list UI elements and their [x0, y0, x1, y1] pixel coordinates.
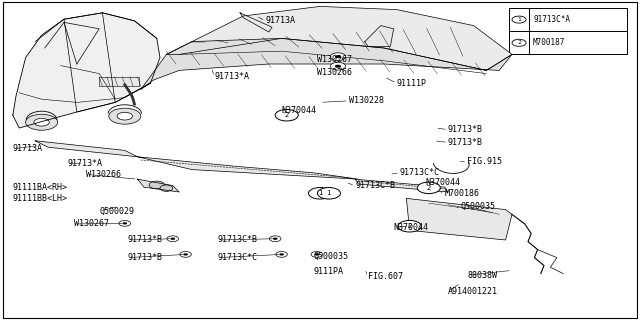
Circle shape — [122, 222, 127, 225]
Circle shape — [160, 185, 173, 191]
Text: 1: 1 — [517, 17, 521, 22]
Text: 91713A: 91713A — [13, 144, 43, 153]
Circle shape — [34, 118, 49, 126]
Polygon shape — [13, 13, 160, 128]
Circle shape — [330, 53, 346, 60]
Circle shape — [398, 220, 421, 232]
Text: W130228: W130228 — [349, 96, 384, 105]
Polygon shape — [35, 141, 138, 157]
Circle shape — [330, 62, 346, 70]
Circle shape — [311, 252, 323, 257]
Polygon shape — [138, 179, 179, 192]
Text: Q500035: Q500035 — [314, 252, 349, 260]
Bar — [99, 77, 139, 86]
Text: 91713*B: 91713*B — [128, 253, 163, 262]
Circle shape — [269, 236, 281, 242]
Text: 91713A: 91713A — [266, 16, 296, 25]
Circle shape — [279, 253, 284, 256]
Circle shape — [276, 252, 287, 257]
Text: 91713C*B: 91713C*B — [355, 181, 396, 190]
Text: 91111BA<RH>: 91111BA<RH> — [13, 183, 68, 192]
Text: FIG.915: FIG.915 — [467, 157, 502, 166]
Circle shape — [317, 188, 340, 199]
Circle shape — [109, 108, 141, 124]
Text: 1: 1 — [317, 190, 323, 196]
Circle shape — [512, 16, 526, 23]
Circle shape — [332, 63, 344, 69]
Text: W130266: W130266 — [86, 170, 122, 179]
Circle shape — [149, 181, 164, 189]
Text: 91713*A: 91713*A — [214, 72, 250, 81]
Text: 91713C*C: 91713C*C — [400, 168, 440, 177]
Text: W130267: W130267 — [317, 55, 352, 64]
Text: 91713*B: 91713*B — [128, 236, 163, 244]
Text: 91713C*A: 91713C*A — [533, 15, 570, 24]
Circle shape — [275, 109, 298, 121]
Circle shape — [167, 236, 179, 242]
Text: N370044: N370044 — [394, 223, 429, 232]
Circle shape — [335, 55, 341, 58]
Circle shape — [170, 237, 175, 240]
Text: 2: 2 — [285, 112, 289, 118]
Circle shape — [512, 39, 526, 46]
Text: 2: 2 — [517, 40, 521, 45]
Text: 2: 2 — [408, 223, 412, 229]
Text: 91713C*C: 91713C*C — [218, 253, 258, 262]
Text: 1: 1 — [326, 190, 332, 196]
Bar — [509, 8, 627, 54]
Circle shape — [273, 237, 278, 240]
Circle shape — [314, 253, 319, 256]
Text: A914001221: A914001221 — [448, 287, 498, 296]
Text: Q500029: Q500029 — [99, 207, 134, 216]
Circle shape — [180, 252, 191, 257]
Circle shape — [308, 188, 332, 199]
Text: Q500035: Q500035 — [461, 202, 496, 211]
Text: 91713*B: 91713*B — [448, 125, 483, 134]
Circle shape — [417, 182, 440, 194]
Polygon shape — [240, 13, 272, 32]
Text: 91713*A: 91713*A — [67, 159, 102, 168]
Text: M700187: M700187 — [533, 38, 566, 47]
Circle shape — [183, 253, 188, 256]
Text: W130267: W130267 — [74, 220, 109, 228]
Circle shape — [335, 65, 341, 68]
Text: M700186: M700186 — [445, 189, 480, 198]
Polygon shape — [166, 6, 512, 70]
Text: 88038W: 88038W — [467, 271, 497, 280]
Circle shape — [119, 220, 131, 226]
Polygon shape — [365, 26, 394, 46]
Text: FIG.607: FIG.607 — [368, 272, 403, 281]
Text: 91111BB<LH>: 91111BB<LH> — [13, 194, 68, 203]
Text: 91713C*B: 91713C*B — [218, 236, 258, 244]
Circle shape — [26, 114, 58, 130]
Text: 2: 2 — [427, 185, 431, 191]
Circle shape — [332, 53, 344, 60]
Text: 91111P: 91111P — [397, 79, 427, 88]
Circle shape — [117, 112, 132, 120]
Polygon shape — [355, 179, 448, 192]
Text: N370044: N370044 — [282, 106, 317, 115]
Text: 91713*B: 91713*B — [448, 138, 483, 147]
Polygon shape — [141, 38, 512, 90]
Polygon shape — [406, 198, 512, 240]
Text: N370044: N370044 — [426, 178, 461, 187]
Text: W130266: W130266 — [317, 68, 352, 76]
Text: 9111PA: 9111PA — [314, 268, 344, 276]
Polygon shape — [138, 157, 358, 179]
